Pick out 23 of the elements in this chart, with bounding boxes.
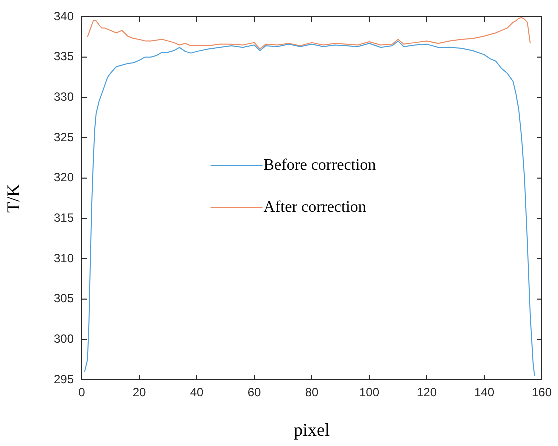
y-tick-label: 310 (54, 251, 74, 266)
y-tick-label: 330 (54, 90, 74, 104)
x-axis-title: pixel (294, 420, 330, 440)
y-axis-title: T/K (4, 184, 24, 213)
legend-label: Before correction (264, 157, 376, 174)
y-tick-label: 295 (54, 372, 74, 386)
y-tick-label: 300 (54, 332, 74, 346)
legend-label: After correction (264, 199, 366, 216)
y-tick-label: 325 (54, 130, 74, 144)
x-tick-label: 100 (359, 386, 380, 400)
x-tick-label: 20 (132, 386, 146, 400)
y-tick-label: 305 (54, 292, 74, 306)
x-tick-label: 60 (248, 386, 262, 400)
x-tick-label: 140 (474, 386, 495, 400)
y-tick-label: 315 (54, 210, 74, 225)
y-tick-label: 340 (54, 9, 74, 24)
x-tick-label: 160 (532, 386, 552, 400)
x-tick-label: 120 (416, 386, 438, 400)
y-tick-label: 320 (54, 170, 74, 185)
x-tick-label: 40 (190, 386, 204, 400)
x-tick-label: 80 (305, 386, 319, 400)
y-tick-label: 335 (54, 50, 74, 64)
x-tick-label: 0 (78, 386, 86, 400)
